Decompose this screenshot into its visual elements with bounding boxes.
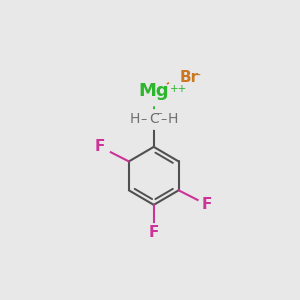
Text: H: H bbox=[130, 112, 140, 126]
Text: F: F bbox=[148, 225, 159, 240]
Text: C: C bbox=[149, 112, 159, 126]
Text: -: - bbox=[196, 69, 200, 83]
Text: H: H bbox=[168, 112, 178, 126]
Text: ++: ++ bbox=[169, 84, 187, 94]
Text: −: − bbox=[155, 109, 163, 119]
Text: F: F bbox=[202, 197, 212, 212]
Text: Mg: Mg bbox=[138, 82, 169, 100]
Text: –: – bbox=[160, 113, 166, 126]
Text: –: – bbox=[141, 113, 147, 126]
Text: Br: Br bbox=[179, 70, 199, 85]
Text: F: F bbox=[95, 140, 106, 154]
